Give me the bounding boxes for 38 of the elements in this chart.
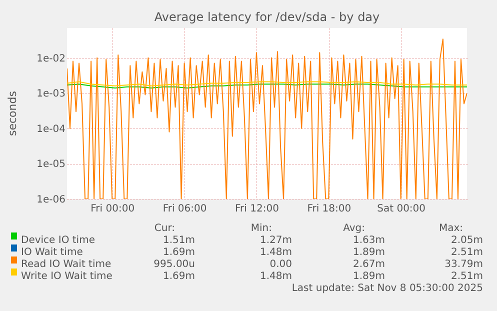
text: 1.48m — [260, 271, 292, 282]
y-axis-title: seconds — [6, 90, 19, 136]
text: 2.67m — [352, 259, 385, 270]
y-tick-label: 1e-06 — [36, 194, 66, 206]
y-tick-label: 1e-03 — [36, 88, 66, 100]
text: 33.79m — [444, 259, 483, 270]
chart-title: Average latency for /dev/sda - by day — [154, 10, 380, 24]
text: 1.69m — [162, 247, 195, 258]
x-tick-label: Fri 06:00 — [162, 204, 207, 214]
text: 1.69m — [162, 271, 195, 282]
text: Max: — [438, 223, 463, 234]
legend-label: Read IO Wait time — [21, 259, 112, 270]
text: 1.89m — [352, 271, 385, 282]
x-tick-label: Fri 12:00 — [235, 204, 279, 214]
text: 2.51m — [450, 271, 483, 282]
x-tick-label: Fri 18:00 — [307, 204, 352, 214]
y-tick-label: 1e-04 — [36, 124, 66, 135]
text: 1.63m — [352, 235, 385, 246]
legend-label: IO Wait time — [21, 247, 83, 258]
x-tick-label: Fri 00:00 — [90, 204, 135, 214]
text: Last update: Sat Nov 8 05:30:00 2025 — [292, 283, 483, 294]
text: 2.51m — [450, 247, 483, 258]
x-tick-label: Sat 00:00 — [377, 204, 426, 214]
text: 1.51m — [162, 235, 195, 246]
legend-label: Device IO time — [21, 235, 95, 246]
text: 995.00u — [154, 259, 195, 270]
text: 1.48m — [260, 247, 292, 258]
y-tick-label: 1e-02 — [36, 53, 66, 64]
text: Cur: — [154, 223, 175, 234]
text: 1.27m — [260, 235, 292, 246]
y-tick-label: 1e-05 — [36, 159, 66, 170]
text: 0.00 — [270, 259, 292, 270]
text: Avg: — [343, 223, 365, 234]
text: 2.05m — [450, 235, 483, 246]
text: 1.89m — [352, 247, 385, 258]
legend-label: Write IO Wait time — [21, 271, 112, 282]
text: Min: — [250, 223, 272, 234]
line-series — [67, 38, 467, 199]
